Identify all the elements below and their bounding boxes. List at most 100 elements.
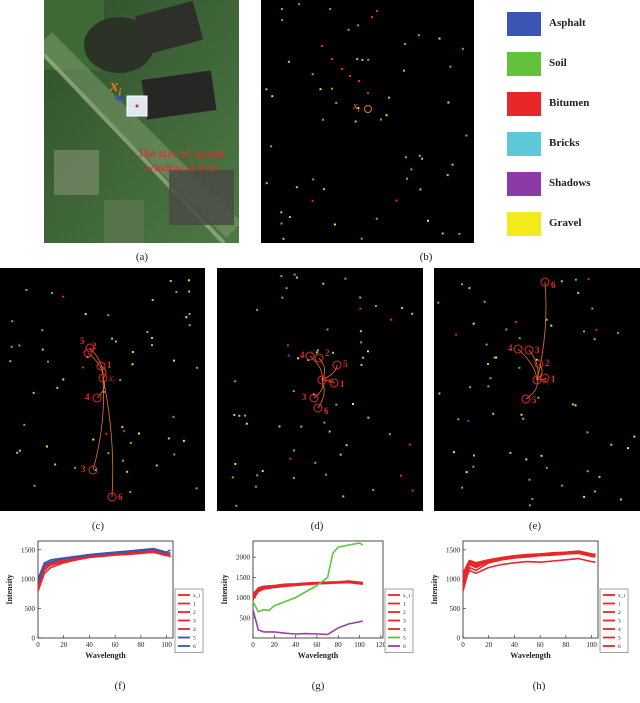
class-pixel <box>331 87 333 90</box>
class-pixel <box>372 489 375 491</box>
y-tick-label: 1000 <box>236 594 251 602</box>
neighbor-number: 1 <box>551 374 556 384</box>
class-pixel <box>107 452 110 455</box>
class-pixel <box>335 403 338 406</box>
legend-item-bitumen: Bitumen <box>493 92 633 116</box>
neighbor-link <box>100 365 107 379</box>
class-pixel <box>323 421 326 424</box>
neighbor-marker <box>92 393 102 403</box>
target-label: xi <box>108 373 115 385</box>
target-label: xi <box>542 375 549 387</box>
class-pixel <box>234 380 237 383</box>
neighbor-number: 5 <box>80 336 85 346</box>
class-pixel <box>293 477 295 479</box>
class-pixel <box>32 391 35 394</box>
class-pixel <box>282 237 285 240</box>
class-pixel <box>235 504 238 507</box>
class-pixel <box>469 386 472 389</box>
neighbor-link <box>321 379 335 384</box>
neighbor-number: 3 <box>302 392 307 402</box>
legend-swatch <box>507 52 541 76</box>
class-pixel <box>367 350 369 353</box>
class-pixel <box>18 344 21 347</box>
series-line-3 <box>252 581 363 601</box>
x-tick-label: 40 <box>292 641 300 649</box>
chart-legend-label: 6 <box>403 644 406 650</box>
class-pixel <box>390 318 393 321</box>
class-pixel <box>360 341 363 344</box>
neighbor-marker <box>540 277 550 287</box>
class-pixel <box>122 459 124 462</box>
series-line-5 <box>252 542 364 613</box>
class-pixel <box>388 96 390 99</box>
target-pixel-marker <box>317 375 327 385</box>
class-pixel <box>74 466 77 469</box>
class-pixel <box>419 188 422 191</box>
class-pixel <box>288 216 291 219</box>
class-pixel <box>16 451 19 454</box>
neighbor-number: 2 <box>545 358 550 368</box>
class-pixel <box>380 118 382 121</box>
neighbor-marker <box>85 343 95 353</box>
neighbor-link <box>309 355 323 381</box>
class-pixel <box>175 291 178 293</box>
legend-item-soil: Soil <box>493 52 633 76</box>
chart-legend-label: 5 <box>403 636 406 642</box>
neighbor-marker <box>96 361 106 371</box>
class-pixel <box>451 163 454 166</box>
neighbor-number: 1 <box>107 360 112 370</box>
chart-legend-label: 4 <box>618 627 621 633</box>
neighbor-link <box>525 379 538 400</box>
x-tick-label: 60 <box>537 641 545 649</box>
class-pixel <box>361 58 364 61</box>
x-tick-label: 100 <box>586 641 597 649</box>
chart-legend-label: 4 <box>403 627 406 633</box>
class-pixel <box>138 432 140 435</box>
chart-legend-label: 2 <box>193 610 196 616</box>
class-pixel <box>167 437 170 440</box>
panel-d-neighbor-map: 4 2 5 1 3 6 xi <box>217 268 423 511</box>
neighbor-marker <box>513 344 523 354</box>
chart-legend-label: 5 <box>618 636 621 642</box>
class-pixel <box>289 457 292 460</box>
class-pixel <box>345 444 348 447</box>
legend-label: Asphalt <box>549 17 586 29</box>
class-pixel <box>18 449 21 452</box>
legend-item-shadows: Shadows <box>493 172 633 196</box>
neighbor-marker <box>534 359 544 369</box>
neighbor-link <box>536 281 547 381</box>
chart-legend-label: 3 <box>193 619 196 625</box>
neighbor-marker <box>83 348 93 358</box>
class-pixel <box>525 458 528 461</box>
x-tick-label: 100 <box>354 641 365 649</box>
neighbor-marker <box>314 353 324 363</box>
x-tick-label: 0 <box>251 641 255 649</box>
class-pixel <box>311 199 314 202</box>
bitumen-pixel <box>341 68 343 70</box>
class-pixel <box>347 28 350 31</box>
class-pixel <box>280 222 283 225</box>
class-pixel <box>404 43 407 45</box>
class-pixel <box>322 282 325 285</box>
legend-label: Shadows <box>549 177 591 189</box>
class-pixel <box>465 471 468 474</box>
series-line-4 <box>37 551 171 589</box>
panel-c-neighbor-map: 2 5 1 4 3 6 xi <box>0 268 205 511</box>
neighbor-link <box>317 379 325 409</box>
class-pixel <box>485 343 488 346</box>
class-pixel <box>577 291 580 294</box>
chart-legend-label: 5 <box>193 636 196 642</box>
class-pixel <box>441 232 444 235</box>
class-pixel <box>196 366 199 369</box>
panel-b-target-label: xi <box>353 100 360 115</box>
class-pixel <box>537 396 540 399</box>
class-pixel <box>187 279 190 282</box>
class-pixel <box>256 308 259 311</box>
class-pixel <box>417 34 420 37</box>
x-tick-label: 60 <box>313 641 321 649</box>
class-pixel <box>408 443 411 446</box>
legend-swatch <box>507 212 541 236</box>
series-line-5 <box>462 550 596 577</box>
class-pixel <box>360 363 363 366</box>
class-pixel <box>427 219 429 222</box>
